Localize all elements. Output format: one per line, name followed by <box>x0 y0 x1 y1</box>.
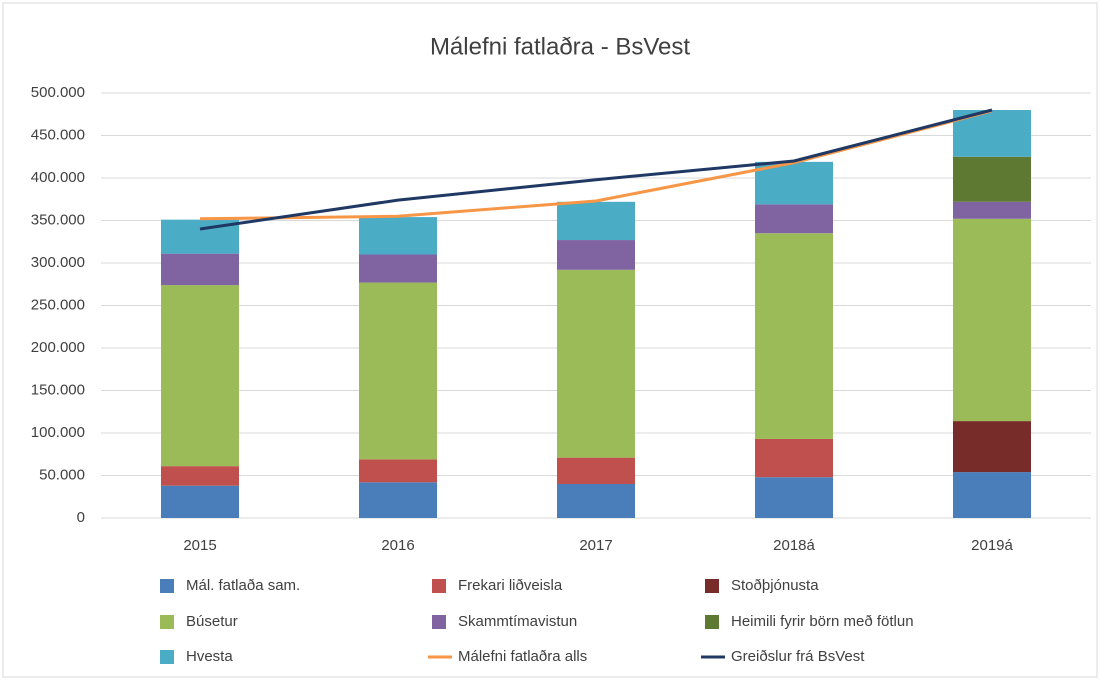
bar-segment <box>161 485 239 518</box>
legend-swatch <box>432 615 446 629</box>
legend-swatch <box>160 650 174 664</box>
bar-segment <box>755 233 833 439</box>
bar-segment <box>755 438 833 478</box>
legend-label: Stoðþjónusta <box>731 577 819 594</box>
legend-label: Heimili fyrir börn með fötlun <box>731 613 914 630</box>
bar-segment <box>557 457 635 484</box>
legend-swatch <box>705 579 719 593</box>
y-tick-label: 250.000 <box>31 296 85 313</box>
legend-label: Búsetur <box>186 613 238 630</box>
y-tick-label: 300.000 <box>31 254 85 271</box>
x-tick-label: 2017 <box>579 537 612 554</box>
y-tick-label: 100.000 <box>31 424 85 441</box>
y-tick-label: 200.000 <box>31 339 85 356</box>
bar-segment <box>557 240 635 270</box>
y-tick-label: 0 <box>77 509 85 526</box>
x-tick-label: 2015 <box>183 537 216 554</box>
bar-segment <box>755 477 833 518</box>
y-tick-label: 400.000 <box>31 169 85 186</box>
x-tick-label: 2019á <box>971 537 1013 554</box>
bar-segment <box>557 269 635 458</box>
y-tick-label: 350.000 <box>31 211 85 228</box>
legend-label: Greiðslur frá BsVest <box>731 648 865 665</box>
y-tick-label: 50.000 <box>39 466 85 483</box>
legend-swatch <box>705 615 719 629</box>
chart-title: Málefni fatlaðra - BsVest <box>430 33 690 60</box>
bar-segment <box>557 484 635 518</box>
bar-segment <box>953 421 1031 473</box>
bar-segment <box>161 253 239 286</box>
bar-segment <box>161 285 239 467</box>
bar-segment <box>953 201 1031 219</box>
legend-label: Málefni fatlaðra alls <box>458 648 587 665</box>
x-tick-label: 2018á <box>773 537 815 554</box>
bar-segment <box>359 254 437 283</box>
bar-segment <box>359 459 437 483</box>
bar-segment <box>953 218 1031 422</box>
bar-segment <box>755 204 833 234</box>
legend-swatch <box>160 579 174 593</box>
y-tick-label: 150.000 <box>31 381 85 398</box>
line-series <box>199 108 993 231</box>
legend-swatch <box>432 579 446 593</box>
legend-label: Hvesta <box>186 648 233 665</box>
bar-segment <box>359 282 437 460</box>
bar-segment <box>953 156 1031 202</box>
bar-segment <box>557 201 635 241</box>
bar-segment <box>953 472 1031 518</box>
legend-label: Mál. fatlaða sam. <box>186 577 300 594</box>
x-tick-label: 2016 <box>381 537 414 554</box>
legend-label: Skammtímavistun <box>458 613 577 630</box>
bar-segment <box>359 482 437 518</box>
y-tick-label: 500.000 <box>31 84 85 101</box>
legend-label: Frekari liðveisla <box>458 577 563 594</box>
legend-swatch <box>160 615 174 629</box>
bar-segment <box>359 217 437 255</box>
y-tick-label: 450.000 <box>31 126 85 143</box>
bar-segment <box>161 466 239 486</box>
